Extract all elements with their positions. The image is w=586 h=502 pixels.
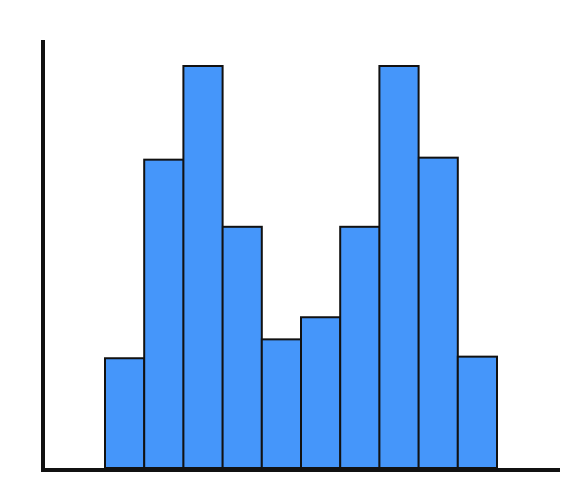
histogram-bar-5 <box>260 338 302 469</box>
histogram-bar-10 <box>456 355 498 469</box>
histogram-bar-2 <box>143 158 185 469</box>
histogram-bar-8 <box>378 65 420 469</box>
histogram-bar-4 <box>221 225 263 469</box>
histogram-bar-3 <box>182 65 224 469</box>
histogram-bar-7 <box>339 225 381 469</box>
histogram-bar-9 <box>417 156 459 469</box>
histogram-bar-1 <box>104 357 146 469</box>
bars-group <box>104 65 498 469</box>
histogram-bar-6 <box>300 316 342 469</box>
